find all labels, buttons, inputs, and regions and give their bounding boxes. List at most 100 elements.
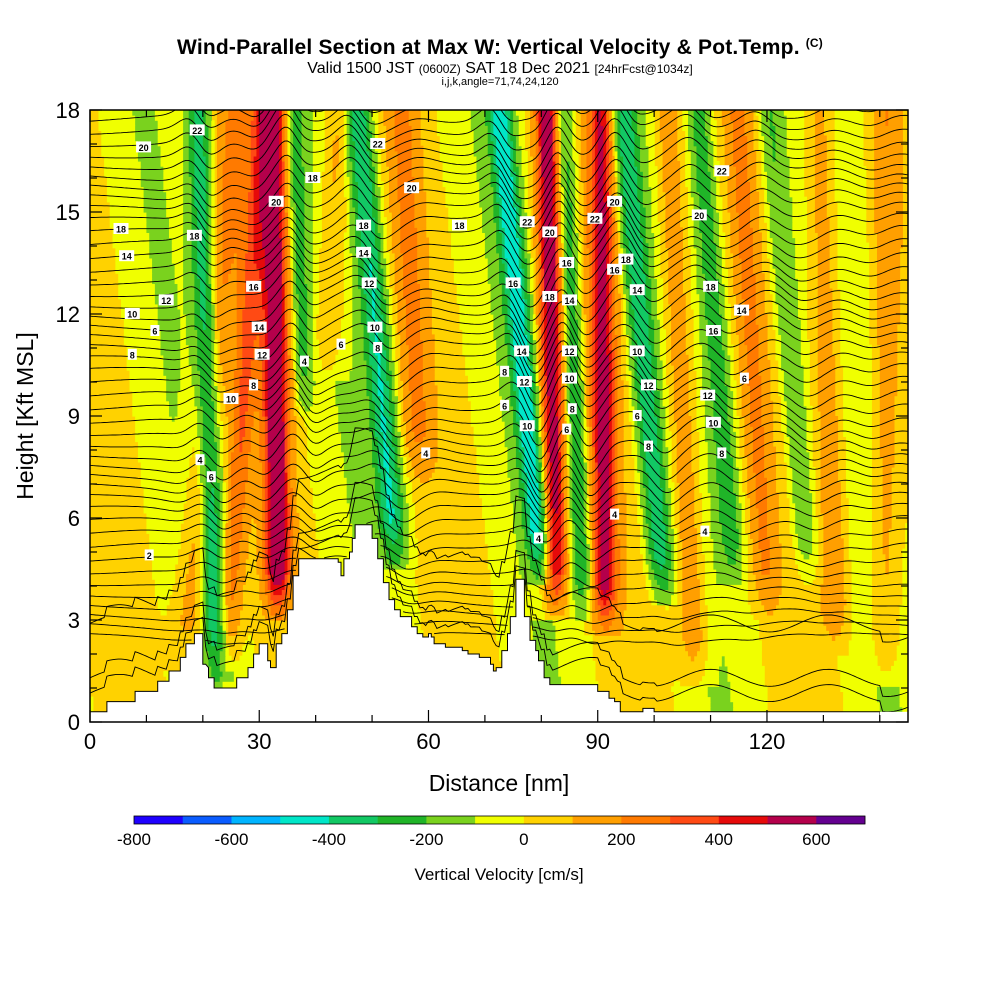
field-cell xyxy=(242,523,252,529)
field-cell xyxy=(558,497,562,504)
field-cell xyxy=(352,334,365,341)
field-cell xyxy=(524,497,528,504)
field-cell xyxy=(741,553,748,560)
field-cell xyxy=(651,563,661,570)
field-cell xyxy=(216,635,224,641)
field-cell xyxy=(558,293,562,300)
field-cell xyxy=(747,370,760,376)
field-cell xyxy=(766,528,779,534)
field-cell xyxy=(310,472,345,478)
field-cell xyxy=(797,543,813,550)
field-cell xyxy=(219,614,224,621)
field-cell xyxy=(668,518,672,524)
field-cell xyxy=(231,487,246,494)
field-cell xyxy=(216,609,221,616)
field-cell xyxy=(707,691,731,698)
field-cell xyxy=(583,482,588,488)
field-cell xyxy=(513,426,520,432)
field-cell xyxy=(733,701,768,708)
field-cell xyxy=(558,467,562,473)
field-cell xyxy=(459,324,494,330)
field-cell xyxy=(656,558,667,565)
field-cell xyxy=(510,314,525,320)
field-cell xyxy=(747,467,754,473)
field-cell xyxy=(132,410,170,417)
field-cell xyxy=(882,472,892,478)
field-cell xyxy=(563,569,568,575)
field-cell xyxy=(766,482,777,488)
field-cell xyxy=(845,461,872,468)
field-cell xyxy=(843,706,881,713)
field-cell xyxy=(843,395,872,402)
field-cell xyxy=(541,569,545,575)
field-cell xyxy=(202,553,207,560)
field-cell xyxy=(752,441,765,448)
field-cell xyxy=(200,553,204,560)
field-cell xyxy=(586,558,590,565)
field-cell xyxy=(758,359,771,366)
field-cell xyxy=(879,706,903,713)
field-cell xyxy=(795,518,813,524)
field-cell xyxy=(614,584,621,590)
field-cell xyxy=(755,472,765,478)
field-cell xyxy=(738,354,748,361)
field-cell xyxy=(719,676,729,682)
field-cell xyxy=(510,390,517,397)
field-cell xyxy=(682,609,700,616)
field-cell xyxy=(682,538,698,545)
field-cell xyxy=(721,533,740,539)
field-cell xyxy=(795,523,813,529)
field-cell xyxy=(208,609,218,616)
field-cell xyxy=(552,584,562,590)
field-cell xyxy=(572,594,588,601)
field-cell xyxy=(710,512,720,519)
field-cell xyxy=(222,487,226,494)
field-cell xyxy=(600,584,610,590)
field-cell xyxy=(532,625,557,631)
field-cell xyxy=(338,349,353,356)
field-cell xyxy=(346,492,376,499)
field-cell xyxy=(388,319,393,325)
field-cell xyxy=(518,472,523,478)
field-cell xyxy=(586,512,590,519)
field-cell xyxy=(665,441,672,448)
field-cell xyxy=(530,528,540,534)
field-cell xyxy=(600,487,610,494)
field-cell xyxy=(219,456,224,463)
field-cell xyxy=(157,324,181,330)
field-cell xyxy=(250,446,260,453)
field-cell xyxy=(606,599,613,606)
field-cell xyxy=(673,410,689,417)
field-cell xyxy=(772,303,779,310)
field-cell xyxy=(592,487,596,494)
field-cell xyxy=(609,553,613,560)
field-cell xyxy=(609,482,613,488)
field-cell xyxy=(614,609,624,616)
field-cell xyxy=(524,502,531,509)
field-cell xyxy=(408,349,424,356)
field-cell xyxy=(194,308,201,315)
field-cell xyxy=(569,599,576,606)
field-cell xyxy=(420,308,432,315)
field-cell xyxy=(239,553,249,560)
field-cell xyxy=(566,553,571,560)
field-cell xyxy=(899,609,908,616)
field-cell xyxy=(205,543,210,550)
field-cell xyxy=(600,482,610,488)
field-cell xyxy=(191,375,201,381)
field-cell xyxy=(809,472,816,478)
field-cell xyxy=(673,574,678,580)
field-cell xyxy=(544,594,551,601)
field-cell xyxy=(879,370,898,376)
field-cell xyxy=(586,523,590,529)
field-cell xyxy=(586,497,590,504)
field-cell xyxy=(803,579,813,585)
field-cell xyxy=(594,497,599,504)
field-cell xyxy=(219,344,238,351)
field-cell xyxy=(806,441,813,448)
field-cell xyxy=(214,365,218,371)
field-cell xyxy=(307,308,314,315)
field-cell xyxy=(735,319,745,325)
field-cell xyxy=(205,533,210,539)
field-cell xyxy=(408,507,415,514)
